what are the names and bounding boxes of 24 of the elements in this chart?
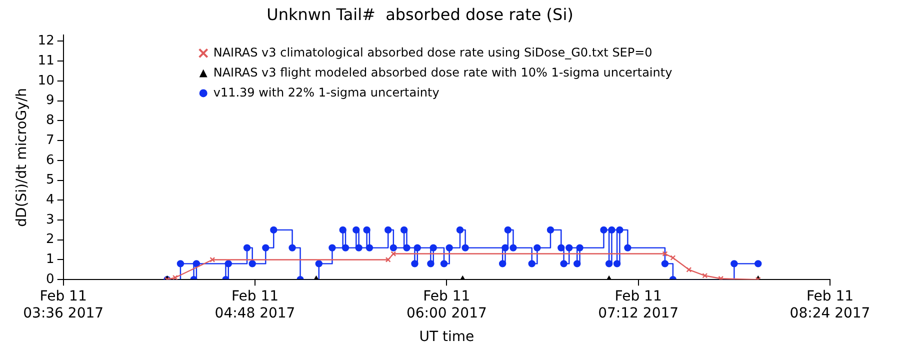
y-tick-label: 7 bbox=[46, 132, 54, 148]
y-tick-label: 8 bbox=[46, 113, 54, 128]
y-tick-label: 9 bbox=[46, 93, 54, 108]
x-tick-label: Feb 11 06:00 2017 bbox=[406, 288, 487, 322]
y-tick-label: 0 bbox=[46, 272, 54, 287]
x-tick-label: Feb 11 03:36 2017 bbox=[23, 288, 104, 322]
y-tick-label: 11 bbox=[38, 53, 54, 68]
y-axis-title: dD(Si)/dt microGy/h bbox=[14, 88, 30, 227]
x-tick-label: Feb 11 08:24 2017 bbox=[790, 288, 870, 322]
legend-label: v11.39 with 22% 1-sigma uncertainty bbox=[213, 85, 440, 100]
x-tick-label: Feb 11 04:48 2017 bbox=[214, 288, 296, 322]
x-tick-label: Feb 11 07:12 2017 bbox=[598, 288, 679, 322]
legend-label: NAIRAS v3 climatological absorbed dose rate using SiDose_G0.txt SEP=0 bbox=[213, 45, 652, 60]
y-tick-label: 6 bbox=[46, 152, 54, 168]
y-tick-label: 4 bbox=[46, 192, 54, 208]
legend-label: NAIRAS v3 flight modeled absorbed dose rate with 10% 1-sigma uncertainty bbox=[213, 65, 672, 80]
y-tick-label: 5 bbox=[46, 172, 54, 188]
y-tick-label: 3 bbox=[46, 212, 54, 228]
y-tick-label: 1 bbox=[46, 252, 54, 268]
y-tick-label: 12 bbox=[38, 34, 54, 49]
y-tick-label: 10 bbox=[38, 73, 54, 88]
y-tick-label: 2 bbox=[46, 232, 54, 248]
chart-title: Unknwn Tail# absorbed dose rate (Si) bbox=[266, 4, 574, 24]
x-axis-title: UT time bbox=[419, 329, 474, 346]
